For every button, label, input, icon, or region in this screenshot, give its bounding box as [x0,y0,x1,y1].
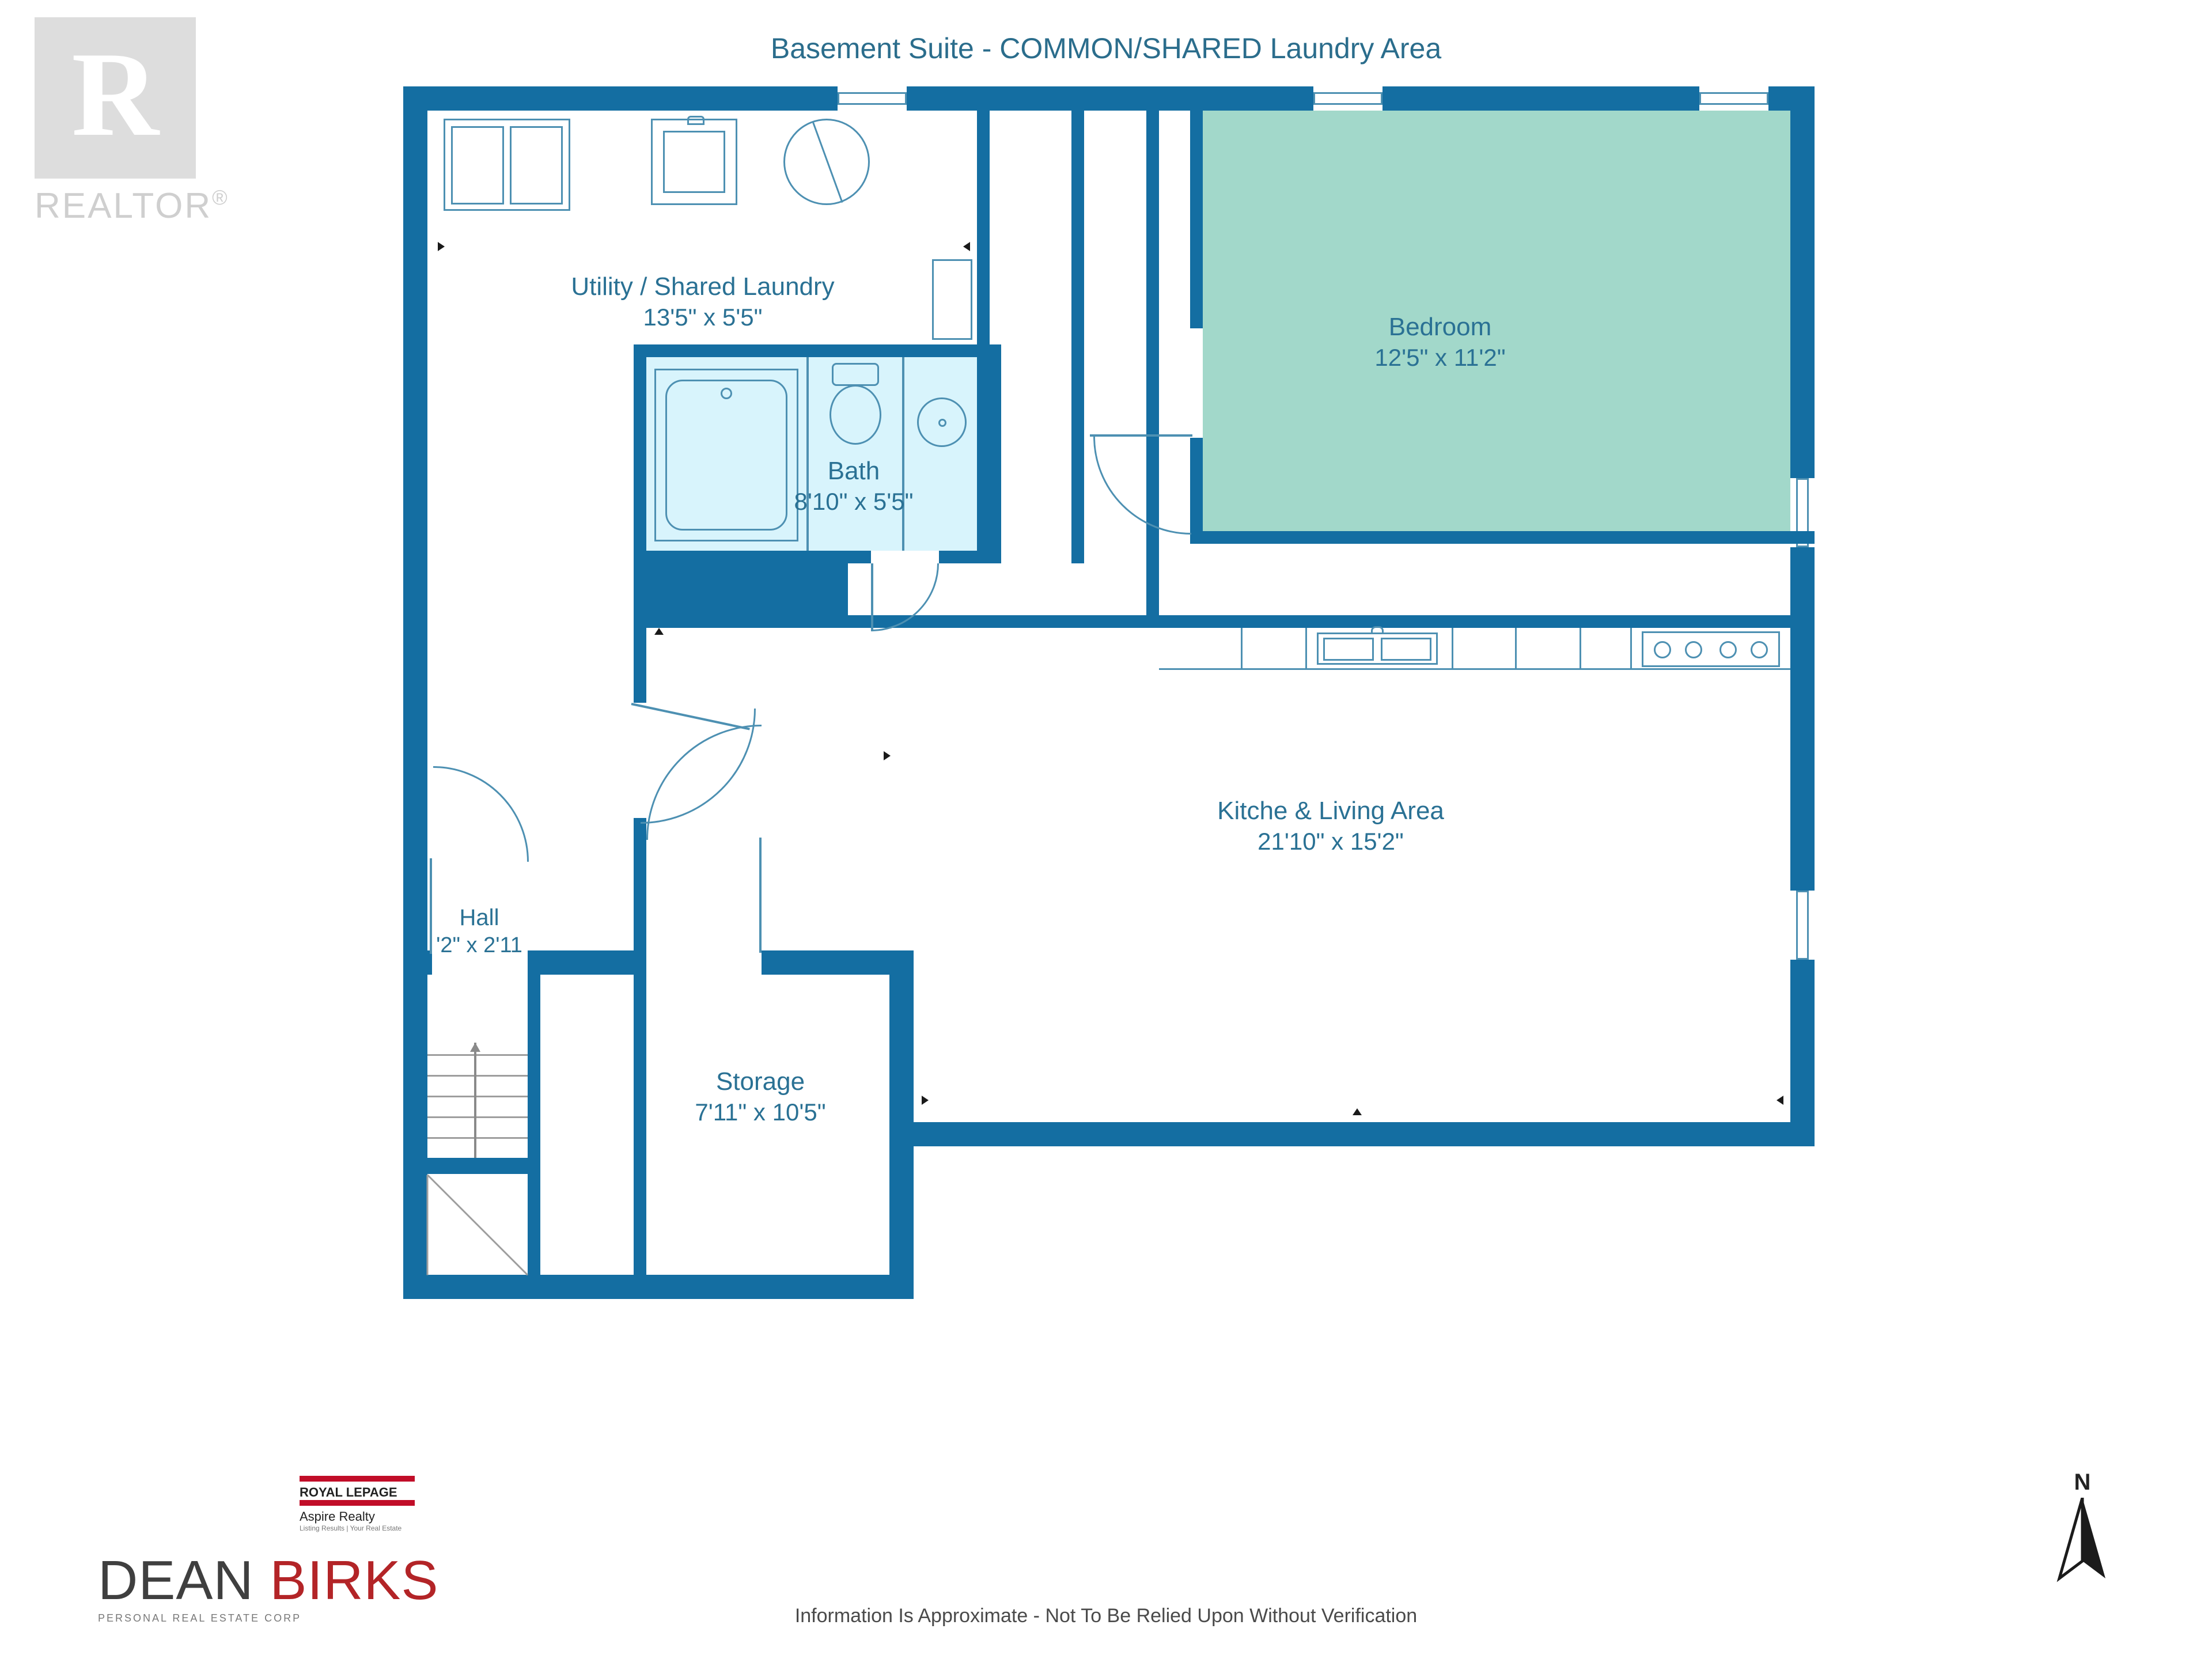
window-top-3 [1699,92,1768,105]
fixture-stove [1642,631,1780,667]
realtor-r-box: R [35,17,196,179]
wall-mid-left-1 [634,628,646,703]
wall-bedroom-bot [1190,531,1815,544]
wall-bath-top [634,344,988,357]
wall-bath-bot-seg [848,551,871,563]
fixture-sink [917,397,967,447]
kc-div-5 [1580,628,1581,668]
wall-right-2 [1790,547,1815,891]
disclaimer-text: Information Is Approximate - Not To Be R… [795,1605,1417,1627]
window-right-2 [1796,891,1809,960]
storage-door-arc [646,725,877,955]
wall-storage-left [634,975,646,1275]
wall-bedroom-left [1190,111,1203,544]
window-top-2 [1313,92,1382,105]
fixture-dryer [783,119,870,205]
kc-div-3 [1452,628,1453,668]
wall-laundry-right-top [977,111,990,358]
wall-bot-2 [889,1122,1815,1146]
wall-left [403,86,427,1299]
wall-mid-left-2 [634,818,646,950]
fixture-kitchen-sink [1317,632,1438,665]
wall-corridor-v [1071,111,1084,563]
plan-title: Basement Suite - COMMON/SHARED Laundry A… [771,32,1441,65]
wall-bot-1 [403,1275,914,1299]
window-top-1 [838,92,907,105]
kc-div-1 [1241,628,1243,668]
wall-bot-step-v [889,1146,914,1299]
compass-arrow-icon [2054,1498,2111,1584]
realtor-word: REALTOR® [35,185,276,226]
wall-top-3 [1146,86,1313,111]
bedroom-door-gap [1190,328,1203,438]
wall-laundry-right-bot [977,344,1001,563]
fixture-washer [651,119,737,205]
label-bath: Bath 8'10" x 5'5" [773,455,934,517]
realtor-r-letter: R [71,25,159,164]
bath-divider-2 [902,357,904,551]
wall-corridor-v2 [1146,111,1159,628]
kc-div-4 [1515,628,1517,668]
label-bedroom: Bedroom 12'5" x 11'2" [1354,311,1527,373]
realtor-watermark: R REALTOR® [35,17,276,226]
wall-right-1 [1790,86,1815,478]
wall-top-2 [907,86,1146,111]
fixture-water-heater [932,259,972,340]
wall-right-3 [1790,960,1815,1146]
storage-door-gap [646,950,762,975]
royal-lepage-logo: ROYAL LEPAGE Aspire Realty Listing Resul… [300,1476,415,1532]
label-storage: Storage 7'11" x 10'5" [674,1066,847,1128]
floor-plate: Utility / Shared Laundry 13'5" x 5'5" Ba… [363,86,1815,1313]
floorplan-page: R REALTOR® Basement Suite - COMMON/SHARE… [0,0,2212,1659]
north-compass: N [2051,1469,2114,1587]
wall-top-4 [1382,86,1699,111]
storage-door-leaf [759,838,762,953]
fixture-utility-sink [444,119,570,211]
label-kitliv: Kitche & Living Area 21'10" x 15'2" [1204,795,1457,857]
bath-divider-1 [806,357,809,551]
kc-div-6 [1630,628,1632,668]
label-hall: Hall '2" x 2'11 [416,903,543,960]
wall-storage-right [889,975,914,1147]
stair-arrow-icon [467,1043,484,1169]
wall-stair-landing [427,1158,540,1174]
wall-kitchen-back [1159,615,1790,628]
label-laundry: Utility / Shared Laundry 13'5" x 5'5" [547,271,858,333]
bedroom-door-leaf [1090,434,1192,437]
wall-top-1 [403,86,838,111]
kitchen-counter-front [1159,668,1790,670]
kc-div-2 [1305,628,1307,668]
fixture-toilet [824,363,887,449]
wall-hall-right-v [528,975,540,1275]
brand-dean-birks: DEAN BIRKS PERSONAL REAL ESTATE CORP [98,1549,438,1624]
